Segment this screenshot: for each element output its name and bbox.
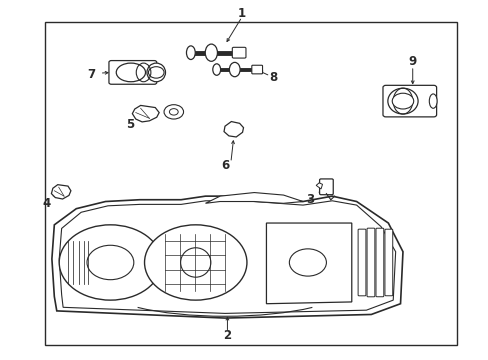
- FancyBboxPatch shape: [366, 228, 374, 297]
- Ellipse shape: [144, 225, 246, 300]
- Text: 3: 3: [305, 193, 314, 206]
- Polygon shape: [51, 185, 71, 199]
- Text: 7: 7: [87, 68, 95, 81]
- FancyBboxPatch shape: [232, 47, 245, 58]
- Polygon shape: [59, 201, 395, 314]
- Text: 6: 6: [221, 159, 229, 172]
- Polygon shape: [132, 105, 159, 122]
- FancyBboxPatch shape: [384, 229, 392, 296]
- Circle shape: [163, 105, 183, 119]
- Circle shape: [169, 109, 178, 115]
- Ellipse shape: [229, 62, 240, 77]
- Circle shape: [59, 225, 161, 300]
- Polygon shape: [316, 183, 322, 189]
- FancyBboxPatch shape: [319, 179, 332, 195]
- Text: 4: 4: [43, 197, 51, 210]
- Text: 2: 2: [223, 329, 231, 342]
- Ellipse shape: [186, 46, 195, 59]
- Ellipse shape: [205, 44, 217, 61]
- Text: 9: 9: [408, 55, 416, 68]
- Text: 8: 8: [269, 71, 277, 84]
- FancyBboxPatch shape: [375, 228, 383, 297]
- FancyBboxPatch shape: [357, 229, 365, 296]
- Text: 5: 5: [125, 118, 134, 131]
- Polygon shape: [52, 196, 402, 318]
- Polygon shape: [224, 122, 243, 137]
- FancyBboxPatch shape: [251, 65, 262, 74]
- Polygon shape: [266, 223, 351, 304]
- Polygon shape: [205, 193, 303, 203]
- Ellipse shape: [212, 64, 220, 75]
- Ellipse shape: [147, 63, 165, 82]
- Ellipse shape: [428, 94, 436, 108]
- Text: 1: 1: [238, 7, 245, 20]
- Circle shape: [391, 93, 413, 109]
- FancyBboxPatch shape: [382, 85, 436, 117]
- Circle shape: [148, 67, 163, 78]
- Circle shape: [289, 249, 326, 276]
- Ellipse shape: [180, 248, 210, 277]
- Circle shape: [87, 245, 134, 280]
- FancyBboxPatch shape: [109, 60, 157, 84]
- Bar: [44, 22, 456, 345]
